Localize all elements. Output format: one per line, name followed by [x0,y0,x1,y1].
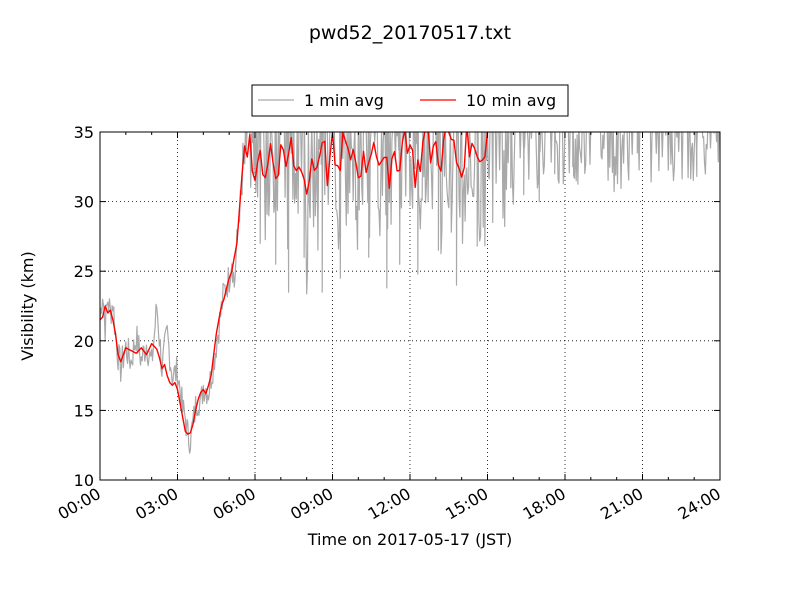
y-axis-title: Visibility (km) [18,251,37,360]
x-tick-label: 03:00 [132,484,181,524]
y-tick-label: 30 [74,193,94,212]
chart-title: pwd52_20170517.txt [309,22,511,44]
y-tick-label: 15 [74,401,94,420]
grid [100,132,720,480]
plot-area [99,131,721,481]
y-tick-label: 20 [74,332,94,351]
legend-label-10min: 10 min avg [466,91,556,110]
y-tick-label: 10 [74,471,94,490]
x-tick-label: 15:00 [442,484,491,524]
x-tick-label: 06:00 [210,484,259,524]
legend-frame [251,84,569,117]
legend: 1 min avg 10 min avg [251,84,569,117]
series-layer [100,132,720,454]
ticks [99,131,721,481]
y-tick-labels: 10 15 20 25 30 35 [74,123,94,490]
x-tick-label: 09:00 [287,484,336,524]
x-tick-label: 21:00 [597,484,646,524]
series-10min-line [100,132,489,435]
x-axis-title: Time on 2017-05-17 (JST) [307,530,512,549]
x-tick-label: 24:00 [675,484,724,524]
series-1min-line [100,132,720,454]
x-tick-label: 12:00 [365,484,414,524]
y-tick-label: 25 [74,262,94,281]
x-tick-labels: 00:00 03:00 06:00 09:00 12:00 15:00 18:00 21:00… [55,484,724,524]
y-tick-label: 35 [74,123,94,142]
legend-label-1min: 1 min avg [304,91,384,110]
x-tick-label: 18:00 [520,484,569,524]
